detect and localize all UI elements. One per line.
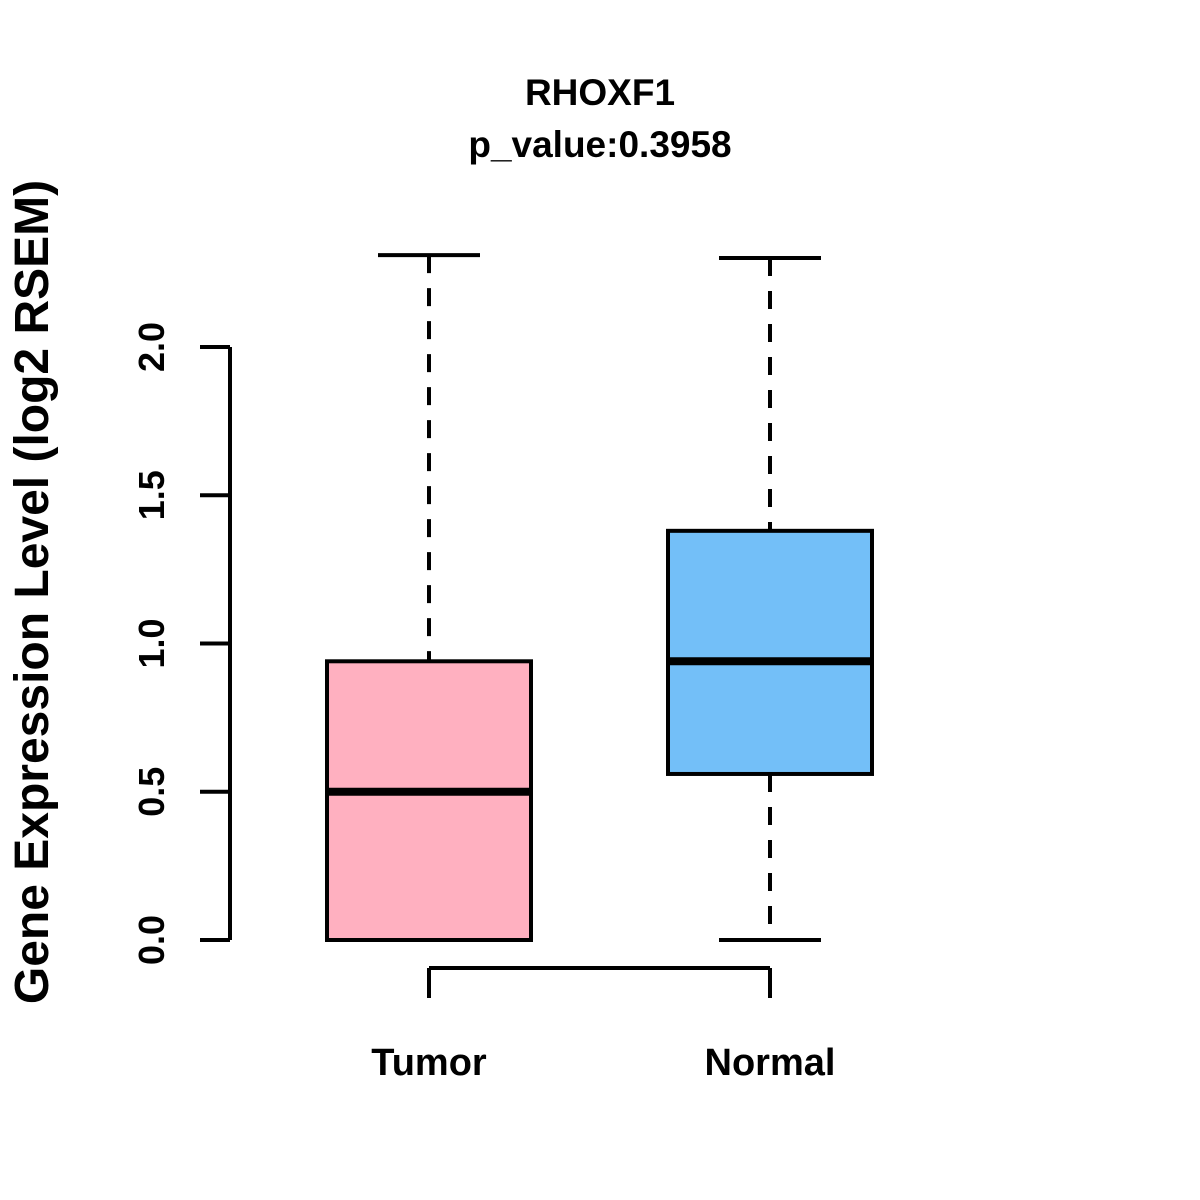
x-axis: Tumor Normal [371,966,836,1084]
y-axis-tick-label: 0.5 [131,767,172,817]
iqr-box [325,659,533,942]
iqr-box [666,528,874,776]
x-axis-category-label: Tumor [371,1042,487,1084]
x-axis-category-label: Normal [705,1042,836,1084]
y-axis: 0.0 0.5 1.0 1.5 2.0 [131,322,232,965]
chart-subtitle: p_value:0.3958 [468,124,731,165]
chart-title: RHOXF1 [525,72,675,113]
y-axis-label: Gene Expression Level (log2 RSEM) [6,180,59,1004]
y-axis-tick-label: 0.0 [131,915,172,965]
y-axis-tick-label: 1.0 [131,618,172,668]
box-group-normal [666,256,874,942]
y-axis-tick-label: 2.0 [131,322,172,372]
box-group-tumor [325,253,533,942]
boxes [325,253,874,942]
y-axis-tick-label: 1.5 [131,470,172,520]
